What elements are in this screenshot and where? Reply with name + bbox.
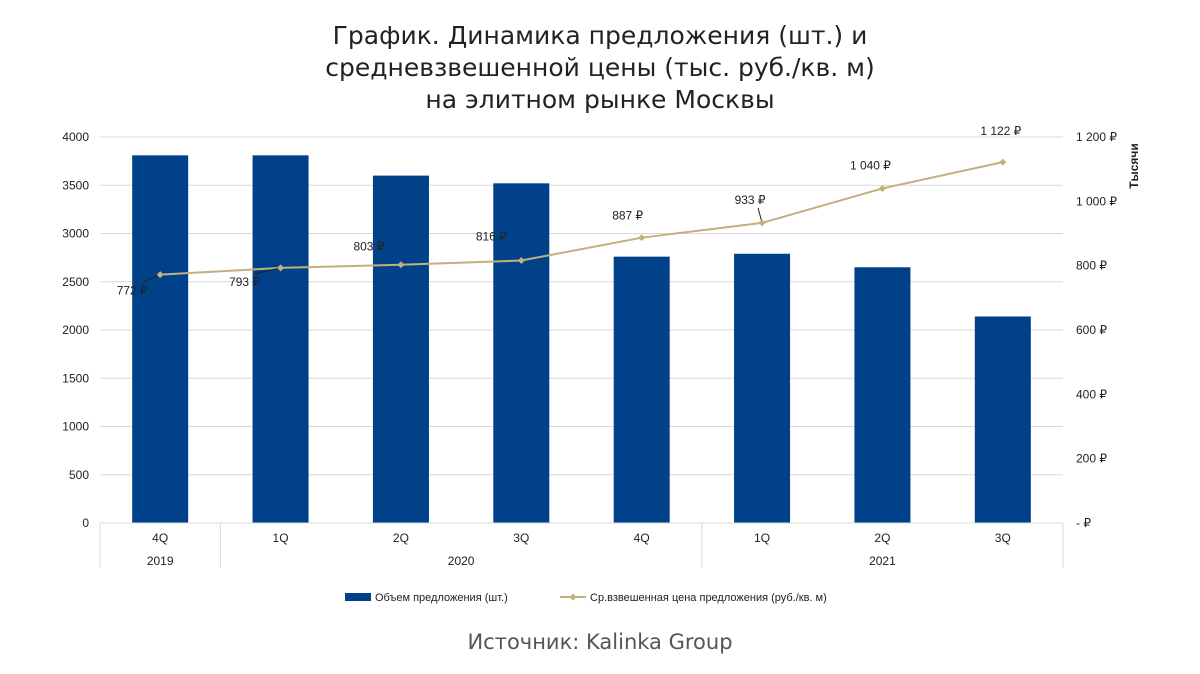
right-tick-label: 400 ₽ — [1076, 387, 1107, 401]
category-label: 1Q — [754, 531, 770, 545]
chart-title-line-1: График. Динамика предложения (шт.) и — [332, 21, 868, 50]
left-tick-label: 3500 — [62, 178, 89, 192]
price-label-6: 1 040 ₽ — [850, 158, 891, 172]
legend: Объем предложения (шт.) Ср.взвешенная цен… — [345, 592, 827, 604]
chart-title-line-3: на элитном рынке Москвы — [425, 85, 775, 114]
right-tick-label: 200 ₽ — [1076, 452, 1107, 466]
right-tick-label: 600 ₽ — [1076, 323, 1107, 337]
left-tick-label: 1000 — [62, 420, 89, 434]
bar-6 — [854, 267, 911, 523]
category-axis: 4Q 1Q 2Q 3Q 4Q 1Q 2Q 3Q 2019 2020 2021 — [99, 522, 1064, 568]
bar-4 — [613, 256, 670, 523]
category-label: 2Q — [874, 531, 890, 545]
category-label: 4Q — [634, 531, 650, 545]
label-leader — [141, 274, 161, 284]
price-label-4: 887 ₽ — [612, 209, 643, 223]
year-group-label: 2021 — [869, 554, 896, 568]
price-marker-5 — [758, 219, 766, 227]
price-label-1: 793 ₽ — [229, 275, 260, 289]
price-label-7: 1 122 ₽ — [980, 124, 1021, 138]
bar-3 — [493, 183, 550, 523]
left-tick-label: 500 — [69, 468, 89, 482]
right-tick-label: 800 ₽ — [1076, 259, 1107, 273]
left-tick-label: 2500 — [62, 275, 89, 289]
category-label: 3Q — [513, 531, 529, 545]
bar-1 — [252, 155, 309, 523]
right-tick-label: 1 000 ₽ — [1076, 194, 1117, 208]
price-marker-4 — [638, 234, 646, 242]
category-label: 4Q — [152, 531, 168, 545]
price-label-0: 772 ₽ — [117, 284, 148, 298]
legend-bar-swatch — [345, 593, 371, 601]
price-label-3: 816 ₽ — [476, 230, 507, 244]
price-marker-0 — [156, 271, 164, 279]
left-tick-label: 3000 — [62, 227, 89, 241]
legend-line-marker — [569, 593, 577, 601]
category-label: 2Q — [393, 531, 409, 545]
left-tick-label: 1500 — [62, 371, 89, 385]
right-axis-unit-label: Тысячи — [1127, 143, 1141, 188]
price-marker-2 — [397, 261, 405, 269]
category-label: 1Q — [273, 531, 289, 545]
price-label-2: 803 ₽ — [353, 240, 384, 254]
right-axis: - ₽ 200 ₽ 400 ₽ 600 ₽ 800 ₽ 1 000 ₽ 1 200 ₽ Тыс… — [1076, 130, 1141, 530]
bar-series — [132, 155, 1031, 523]
right-tick-label: - ₽ — [1076, 516, 1091, 530]
year-group-label: 2020 — [448, 554, 475, 568]
price-label-5: 933 ₽ — [735, 193, 766, 207]
left-tick-label: 4000 — [62, 130, 89, 144]
gridlines — [100, 136, 1063, 524]
price-marker-6 — [878, 184, 886, 192]
bar-2 — [372, 175, 429, 523]
price-line — [160, 161, 1004, 276]
bar-7 — [974, 316, 1031, 523]
chart-title: График. Динамика предложения (шт.) и сре… — [0, 20, 1200, 116]
chart-title-line-2: средневзвешенной цены (тыс. руб./кв. м) — [325, 53, 875, 82]
source-note: Источник: Kalinka Group — [467, 630, 733, 654]
right-tick-label: 1 200 ₽ — [1076, 130, 1117, 144]
left-axis: 0 500 1000 1500 2000 2500 3000 3500 4000 — [62, 130, 89, 530]
price-marker-7 — [999, 158, 1007, 166]
category-label: 3Q — [995, 531, 1011, 545]
left-tick-label: 0 — [82, 516, 89, 530]
bar-0 — [132, 155, 189, 523]
legend-line-label: Ср.взвешенная цена предложения (руб./кв.… — [590, 592, 827, 604]
price-marker-3 — [517, 257, 525, 265]
legend-bar-label: Объем предложения (шт.) — [375, 592, 508, 604]
left-tick-label: 2000 — [62, 323, 89, 337]
price-marker-1 — [277, 264, 285, 272]
year-group-label: 2019 — [147, 554, 174, 568]
line-series: 772 ₽ 793 ₽ 803 ₽ 816 ₽ 887 ₽ 933 ₽ 1 040 ₽ 1 1… — [117, 124, 1022, 298]
bar-5 — [734, 253, 791, 523]
label-leader — [254, 267, 281, 275]
